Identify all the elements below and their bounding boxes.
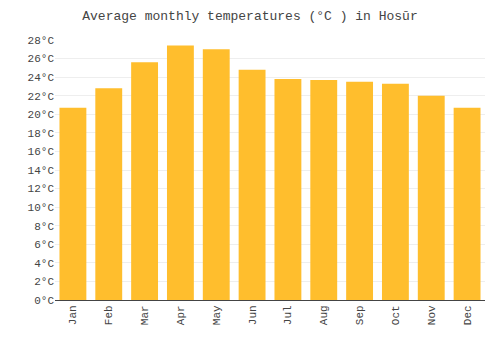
svg-text:Mar: Mar	[139, 305, 151, 325]
svg-text:12°C: 12°C	[28, 183, 55, 195]
svg-text:Average monthly temperatures (: Average monthly temperatures (°C ) in Ho…	[82, 9, 417, 24]
svg-text:8°C: 8°C	[34, 221, 54, 233]
svg-text:20°C: 20°C	[28, 109, 55, 121]
svg-text:4°C: 4°C	[34, 258, 54, 270]
svg-text:Sep: Sep	[354, 305, 366, 325]
svg-text:26°C: 26°C	[28, 53, 55, 65]
svg-text:Jul: Jul	[282, 305, 294, 325]
svg-text:14°C: 14°C	[28, 165, 55, 177]
svg-text:Jan: Jan	[67, 305, 79, 325]
svg-text:22°C: 22°C	[28, 91, 55, 103]
svg-text:Oct: Oct	[390, 305, 402, 325]
svg-text:Dec: Dec	[462, 305, 474, 325]
svg-text:10°C: 10°C	[28, 202, 55, 214]
svg-text:Feb: Feb	[103, 305, 115, 325]
svg-text:24°C: 24°C	[28, 72, 55, 84]
svg-text:0°C: 0°C	[34, 295, 54, 307]
svg-text:May: May	[211, 305, 223, 325]
svg-text:Nov: Nov	[426, 305, 438, 325]
svg-text:18°C: 18°C	[28, 128, 55, 140]
svg-text:Jun: Jun	[247, 305, 259, 325]
svg-text:6°C: 6°C	[34, 239, 54, 251]
svg-text:16°C: 16°C	[28, 146, 55, 158]
svg-text:Aug: Aug	[318, 305, 330, 325]
svg-text:28°C: 28°C	[28, 35, 55, 47]
svg-text:2°C: 2°C	[34, 276, 54, 288]
svg-text:Apr: Apr	[175, 305, 187, 325]
